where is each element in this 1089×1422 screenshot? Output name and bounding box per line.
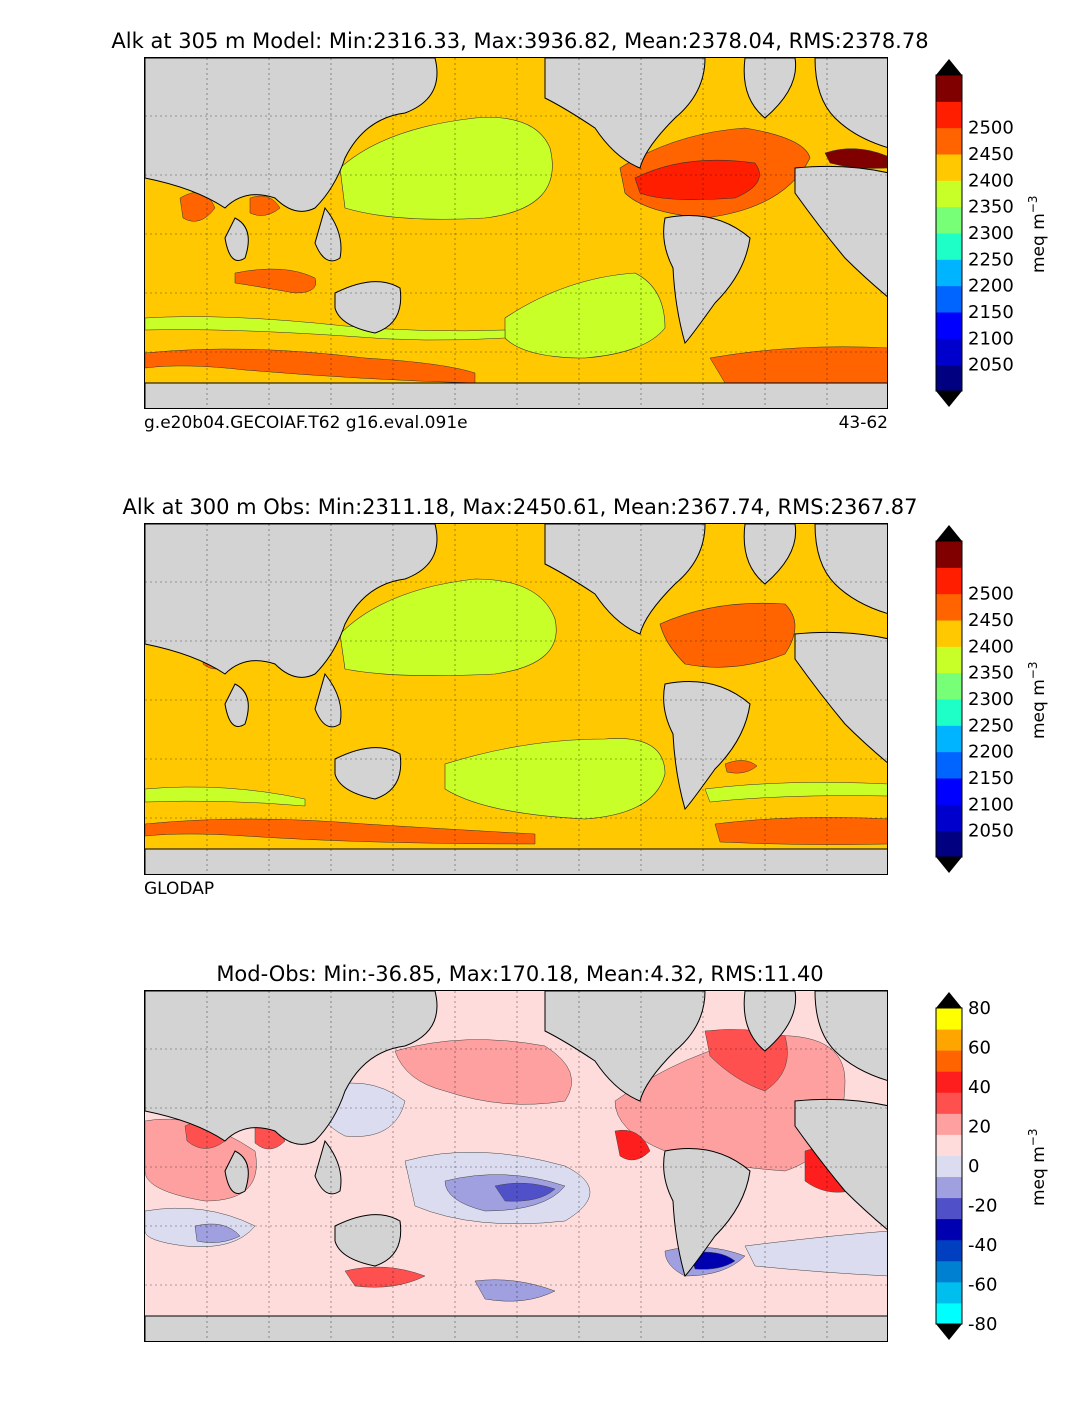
colorbar-swatch	[936, 75, 962, 102]
colorbar-tick-label: 2350	[968, 197, 1014, 218]
colorbar-swatch	[936, 672, 962, 700]
colorbar-swatch	[936, 751, 962, 779]
colorbar-swatch	[936, 804, 962, 832]
colorbar-swatch	[936, 1155, 962, 1178]
colorbar-swatch	[936, 1092, 962, 1114]
colorbar-extend-min	[936, 391, 962, 407]
colorbar-unit-label: meq m−3	[1026, 196, 1049, 273]
colorbar-extend-max	[936, 59, 962, 75]
colorbar-swatch	[936, 778, 962, 805]
colorbar-tick-label: 2050	[968, 821, 1014, 842]
colorbar-swatch	[936, 1134, 962, 1156]
colorbar-tick-label: -40	[968, 1235, 997, 1256]
colorbar-tick-label: 60	[968, 1038, 991, 1059]
colorbar-swatch	[936, 1239, 962, 1262]
colorbar-swatch	[936, 725, 962, 753]
colorbar-swatch	[936, 1302, 962, 1325]
colorbar-swatch	[936, 127, 962, 155]
colorbar-swatch	[936, 285, 962, 313]
colorbar-frame	[935, 540, 963, 858]
colorbar-tick-label: 40	[968, 1077, 991, 1098]
colorbar-tick-label: 2200	[968, 742, 1014, 763]
colorbar-frame	[935, 74, 963, 392]
colorbar-tick-label: 2400	[968, 636, 1014, 657]
colorbar-swatch	[936, 1113, 962, 1135]
colorbar-swatch	[936, 206, 962, 234]
colorbar-swatch	[936, 259, 962, 287]
colorbar-tick-label: 2200	[968, 276, 1014, 297]
colorbar-swatch	[936, 567, 962, 595]
colorbar-tick-label: 2100	[968, 794, 1014, 815]
model-title: Alk at 305 m Model: Min:2316.33, Max:393…	[111, 29, 929, 53]
colorbar-extend-max	[936, 992, 962, 1008]
colorbar-tick-label: 2500	[968, 118, 1014, 139]
colorbar-swatch	[936, 1281, 962, 1304]
model-map	[144, 57, 888, 409]
colorbar-tick-label: 2400	[968, 170, 1014, 191]
colorbar-swatch	[936, 620, 962, 647]
colorbar-swatch	[936, 646, 962, 674]
colorbar-tick-label: 2450	[968, 144, 1014, 165]
colorbar-tick-label: 2100	[968, 328, 1014, 349]
colorbar-swatch	[936, 1218, 962, 1241]
colorbar-tick-label: 2450	[968, 610, 1014, 631]
colorbar-tick-label: -60	[968, 1275, 997, 1296]
model-panel: Alk at 305 m Model: Min:2316.33, Max:393…	[0, 29, 1089, 489]
colorbar-swatch	[936, 1176, 962, 1199]
colorbar-extend-max	[936, 525, 962, 541]
colorbar-swatch	[936, 312, 962, 339]
colorbar-swatch	[936, 1029, 962, 1051]
colorbar-swatch	[936, 1197, 962, 1220]
colorbar-tick-label: 2500	[968, 584, 1014, 605]
colorbar-swatch	[936, 1071, 962, 1093]
colorbar-tick-label: -20	[968, 1196, 997, 1217]
colorbar-tick-label: 2150	[968, 302, 1014, 323]
colorbar-swatch	[936, 541, 962, 568]
colorbar-frame	[935, 1007, 963, 1325]
obs-panel: Alk at 300 m Obs: Min:2311.18, Max:2450.…	[0, 495, 1089, 955]
colorbar-tick-label: 2350	[968, 663, 1014, 684]
colorbar-tick-label: 2150	[968, 768, 1014, 789]
model-colorbar: 2050 2100 2150 2200 2250 2300 2350 2400 2450 2500…	[918, 57, 1058, 409]
colorbar-swatch	[936, 699, 962, 726]
diff-title: Mod-Obs: Min:-36.85, Max:170.18, Mean:4.…	[216, 962, 824, 986]
colorbar-tick-label: 80	[968, 998, 991, 1019]
diff-colorbar: -80 -60 -40 -20 0 20 40 60 80 meq m−3	[918, 990, 1058, 1342]
obs-title: Alk at 300 m Obs: Min:2311.18, Max:2450.…	[122, 495, 918, 519]
colorbar-tick-label: 2250	[968, 715, 1014, 736]
colorbar-tick-label: 0	[968, 1156, 979, 1177]
colorbar-swatch	[936, 180, 962, 208]
colorbar-swatch	[936, 1260, 962, 1283]
colorbar-swatch	[936, 1050, 962, 1072]
diff-map	[144, 990, 888, 1342]
colorbar-swatch	[936, 233, 962, 260]
colorbar-swatch	[936, 338, 962, 366]
diff-panel: Mod-Obs: Min:-36.85, Max:170.18, Mean:4.…	[0, 962, 1089, 1422]
obs-colorbar: 2050 2100 2150 2200 2250 2300 2350 2400 2450 2500…	[918, 523, 1058, 875]
colorbar-tick-label: 2050	[968, 355, 1014, 376]
colorbar-swatch	[936, 1008, 962, 1030]
colorbar-extend-min	[936, 857, 962, 873]
obs-map	[144, 523, 888, 875]
colorbar-tick-label: -80	[968, 1314, 997, 1335]
colorbar-unit-label: meq m−3	[1026, 662, 1049, 739]
colorbar-swatch	[936, 830, 962, 858]
colorbar-tick-label: 2300	[968, 689, 1014, 710]
colorbar-swatch	[936, 154, 962, 181]
colorbar-swatch	[936, 593, 962, 621]
model-years-label: 43-62	[838, 413, 888, 433]
colorbar-tick-label: 2300	[968, 223, 1014, 244]
colorbar-tick-label: 2250	[968, 249, 1014, 270]
colorbar-tick-label: 20	[968, 1117, 991, 1138]
colorbar-extend-min	[936, 1324, 962, 1340]
obs-source-label: GLODAP	[144, 879, 215, 899]
colorbar-unit-label: meq m−3	[1026, 1129, 1049, 1206]
colorbar-swatch	[936, 364, 962, 392]
model-source-label: g.e20b04.GECOIAF.T62 g16.eval.091e	[144, 413, 468, 433]
colorbar-swatch	[936, 101, 962, 129]
